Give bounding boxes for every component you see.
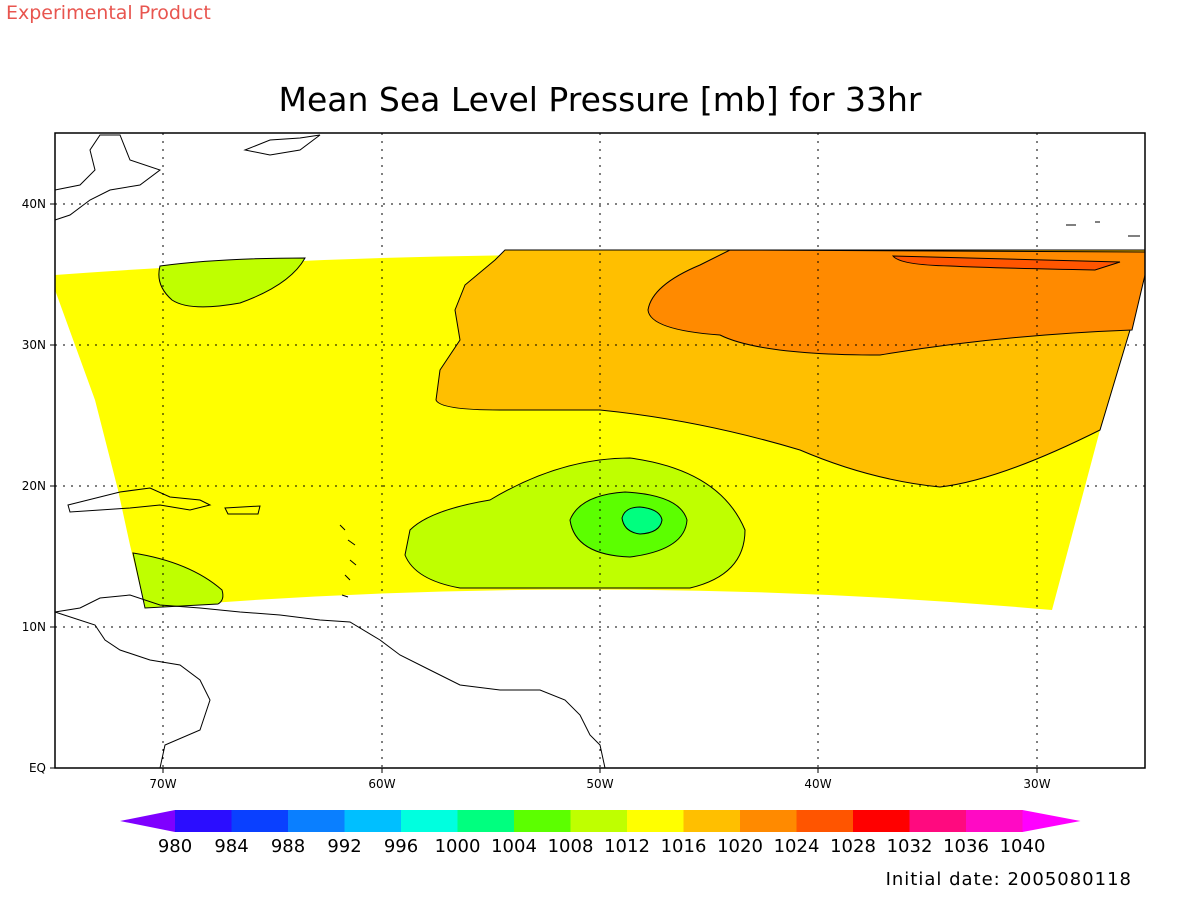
lat-label-30n: 30N — [22, 338, 46, 352]
colorbar-level-label: 1000 — [435, 836, 481, 857]
initial-date: Initial date: 2005080118 — [885, 869, 1132, 890]
lon-label-30w: 30W — [1023, 777, 1050, 791]
colorbar-swatch — [570, 810, 628, 832]
coastline-south-america — [54, 594, 606, 769]
lon-axis: 70W 60W 50W 40W 30W — [149, 768, 1051, 791]
colorbar-level-label: 1004 — [491, 836, 537, 857]
colorbar-swatch — [175, 810, 232, 832]
map-plot — [54, 132, 1146, 769]
colorbar-level-label: 1028 — [830, 836, 876, 857]
colorbar-level-label: 988 — [271, 836, 305, 857]
coastline-puerto-rico — [224, 505, 261, 515]
colorbar-swatch — [514, 810, 571, 832]
lat-label-40n: 40N — [22, 197, 46, 211]
pressure-region-nw-1012 — [158, 257, 306, 308]
colorbar-arrow-high — [1022, 810, 1081, 832]
lon-label-50w: 50W — [586, 777, 613, 791]
colorbar: 980 984 988 992 996 1000 1004 1008 1012 1016 1020 1… — [120, 810, 1081, 857]
coastlines — [54, 134, 1140, 769]
colorbar-swatch — [853, 810, 910, 832]
lat-label-eq: EQ — [29, 761, 46, 775]
lat-axis: EQ 10N 20N 30N 40N — [22, 197, 55, 775]
colorbar-level-label: 992 — [327, 836, 361, 857]
experimental-product-banner: Experimental Product — [6, 2, 211, 24]
colorbar-level-label: 1020 — [717, 836, 763, 857]
colorbar-level-label: 1032 — [887, 836, 933, 857]
pressure-region-sw-1012 — [132, 552, 224, 609]
coastline-cape-verde — [1066, 221, 1140, 237]
lat-label-10n: 10N — [22, 620, 46, 634]
colorbar-swatch — [796, 810, 854, 832]
colorbar-swatch — [683, 810, 741, 832]
colorbar-swatch — [909, 810, 967, 832]
colorbar-swatch — [966, 810, 1023, 832]
colorbar-level-label: 980 — [158, 836, 192, 857]
map-title: Mean Sea Level Pressure [mb] for 33hr — [278, 80, 922, 119]
pressure-region-1004 — [621, 506, 663, 535]
colorbar-level-label: 1012 — [604, 836, 650, 857]
colorbar-swatch — [401, 810, 458, 832]
colorbar-level-label: 1016 — [661, 836, 707, 857]
coastline-nova-scotia — [243, 134, 321, 156]
pressure-region-1028 — [891, 255, 1121, 271]
lon-label-40w: 40W — [804, 777, 831, 791]
colorbar-level-label: 984 — [214, 836, 248, 857]
colorbar-swatch — [231, 810, 289, 832]
coastline-north-america — [54, 134, 162, 221]
colorbar-level-label: 1024 — [774, 836, 820, 857]
map-gridlines — [55, 133, 1145, 768]
lat-label-20n: 20N — [22, 479, 46, 493]
colorbar-swatch — [457, 810, 515, 832]
coastline-cuba-hispaniola — [67, 487, 212, 513]
colorbar-level-label: 1036 — [943, 836, 989, 857]
colorbar-swatch — [627, 810, 684, 832]
colorbar-level-label: 1008 — [548, 836, 594, 857]
lon-label-70w: 70W — [149, 777, 176, 791]
colorbar-level-label: 996 — [384, 836, 418, 857]
colorbar-swatch — [344, 810, 402, 832]
colorbar-swatch — [288, 810, 345, 832]
pressure-region-1024 — [647, 249, 1146, 356]
colorbar-swatch — [740, 810, 797, 832]
coastline-lesser-antilles — [339, 524, 357, 598]
colorbar-arrow-low — [120, 810, 175, 832]
lon-label-60w: 60W — [368, 777, 395, 791]
colorbar-level-label: 1040 — [1000, 836, 1046, 857]
